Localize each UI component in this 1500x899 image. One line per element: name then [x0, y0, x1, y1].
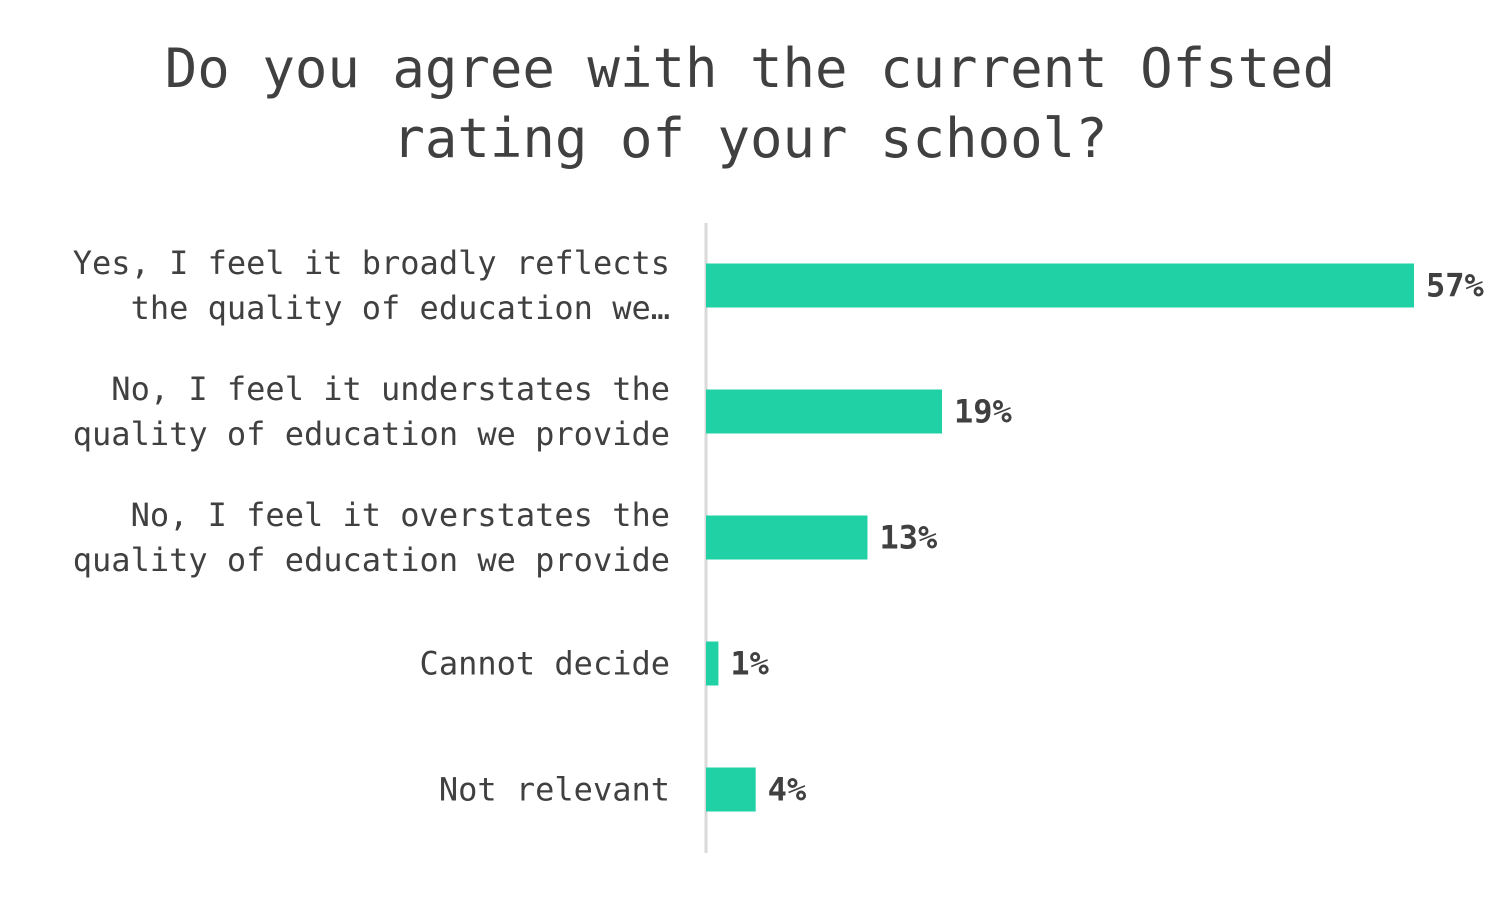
bar-1: [706, 263, 1414, 308]
bar-5: [706, 767, 756, 812]
category-label-1-line-2: the quality of education we…: [131, 289, 670, 327]
chart-title-line-1: Do you agree with the current Ofsted: [164, 37, 1336, 100]
category-label-1-line-1: Yes, I feel it broadly reflects: [73, 244, 670, 282]
bar-3: [706, 515, 868, 560]
value-label-2: 19%: [954, 393, 1013, 431]
value-label-4: 1%: [730, 645, 769, 683]
category-label-3-line-1: No, I feel it overstates the: [131, 496, 670, 534]
category-label-5-line-1: Not relevant: [439, 771, 670, 809]
bar-2: [706, 389, 942, 434]
category-label-3-line-2: quality of education we provide: [73, 541, 670, 579]
chart-title-line-2: rating of your school?: [392, 107, 1108, 170]
category-label-2-line-1: No, I feel it understates the: [111, 370, 670, 408]
chart-marks: 57% Yes, I feel it broadly reflects the qu…: [73, 244, 1485, 812]
bar-4: [706, 641, 719, 686]
category-label-4-line-1: Cannot decide: [420, 645, 670, 683]
value-label-5: 4%: [768, 771, 807, 809]
value-label-3: 13%: [879, 519, 938, 557]
category-label-2-line-2: quality of education we provide: [73, 415, 670, 453]
value-label-1: 57%: [1426, 267, 1485, 305]
chart-title: Do you agree with the current Ofsted rat…: [150, 34, 1350, 174]
